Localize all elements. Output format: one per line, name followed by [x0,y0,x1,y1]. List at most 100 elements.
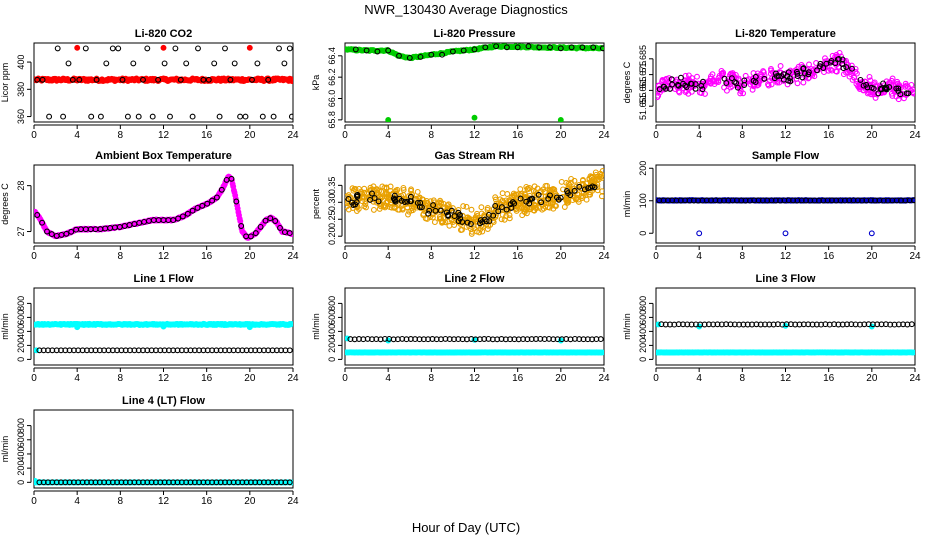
x-tick-label: 12 [158,130,170,141]
data-point [896,81,903,88]
x-tick-label: 20 [555,130,567,141]
data-point [737,90,744,97]
x-tick-label: 24 [909,251,921,262]
data-point [119,76,126,83]
panel-line4: Line 4 (LT) Flow 0 4 8 12 16 20 24 0 200400600800… [0,395,299,507]
data-point [65,60,72,67]
data-point [721,84,728,91]
data-point [660,83,667,90]
x-tick-label: 8 [429,373,435,384]
data-point [851,74,857,81]
data-point [476,229,483,236]
y-tick-label: 800 [638,296,648,311]
data-point [688,80,695,87]
y-tick-label: 0 [16,480,26,485]
data-point [587,184,594,191]
y-tick-label: 600 [327,310,337,325]
data-point [507,201,514,208]
data-point [205,76,212,83]
data-point [228,175,235,182]
plot-frame [655,42,916,123]
data-point [252,230,259,237]
plot-frame [655,164,916,244]
y-tick-label: 0 [16,357,26,362]
data-point [378,194,385,201]
panel-title: Line 4 (LT) Flow [122,395,205,407]
data-point [414,188,421,195]
data-point [532,204,539,211]
data-point [385,192,392,199]
x-tick-label: 24 [287,251,299,262]
data-point [696,230,703,237]
data-point [140,76,146,83]
data-point [581,186,588,193]
data-point [472,216,479,223]
data-point [571,177,578,184]
data-point [523,198,530,205]
data-point [431,219,438,226]
data-point [277,224,283,231]
data-point [800,79,807,86]
data-point [74,324,81,331]
data-point [189,113,196,120]
data-point [599,174,604,181]
data-point [233,198,240,205]
x-tick-label: 12 [158,496,170,507]
data-point [451,213,458,220]
data-point [345,196,352,202]
data-point [442,219,449,226]
data-point [385,47,392,54]
data-point [195,45,201,52]
series-1 [36,347,293,354]
x-tick-label: 8 [429,130,435,141]
y-axis-label: percent [311,188,321,219]
data-point [802,70,808,77]
data-point [254,60,261,67]
data-point [740,90,747,97]
x-tick-label: 8 [118,496,124,507]
x-tick-label: 12 [469,251,481,262]
data-point [576,183,583,190]
y-tick-label: 400 [16,446,26,461]
data-point [288,78,293,85]
y-axis-label: ml/min [622,313,632,340]
data-point [406,54,413,61]
data-point [490,206,497,212]
data-point [544,182,550,189]
y-tick-label: 800 [327,296,337,311]
x-tick-label: 12 [469,130,481,141]
x-tick-label: 4 [74,251,80,262]
data-point [408,198,414,205]
x-tick-label: 0 [342,373,348,384]
data-point [468,230,475,237]
data-point [460,47,467,54]
data-point [286,347,293,354]
data-point [459,226,465,233]
data-point [286,479,293,486]
y-tick-label: 600 [16,432,26,447]
y-tick-label: 400 [16,324,26,339]
data-point [579,44,586,51]
x-tick-label: 4 [696,130,702,141]
x-tick-label: 20 [555,373,567,384]
y-axis-label: ml/min [622,191,632,218]
x-tick-label: 16 [201,251,213,262]
data-points [34,173,293,241]
data-point [493,43,500,50]
data-point [857,76,864,83]
x-tick-label: 12 [780,251,792,262]
data-point [794,73,801,80]
data-point [204,200,211,207]
data-point [54,45,61,52]
x-tick-label: 0 [31,251,37,262]
data-points [345,168,604,237]
data-point [700,78,706,85]
data-point [60,113,67,120]
x-tick-label: 8 [429,251,435,262]
data-point [741,82,748,88]
data-point [868,230,875,237]
series-1 [345,183,598,227]
data-point [436,199,443,206]
y-tick-label: 27 [16,227,26,237]
data-point [555,196,562,203]
